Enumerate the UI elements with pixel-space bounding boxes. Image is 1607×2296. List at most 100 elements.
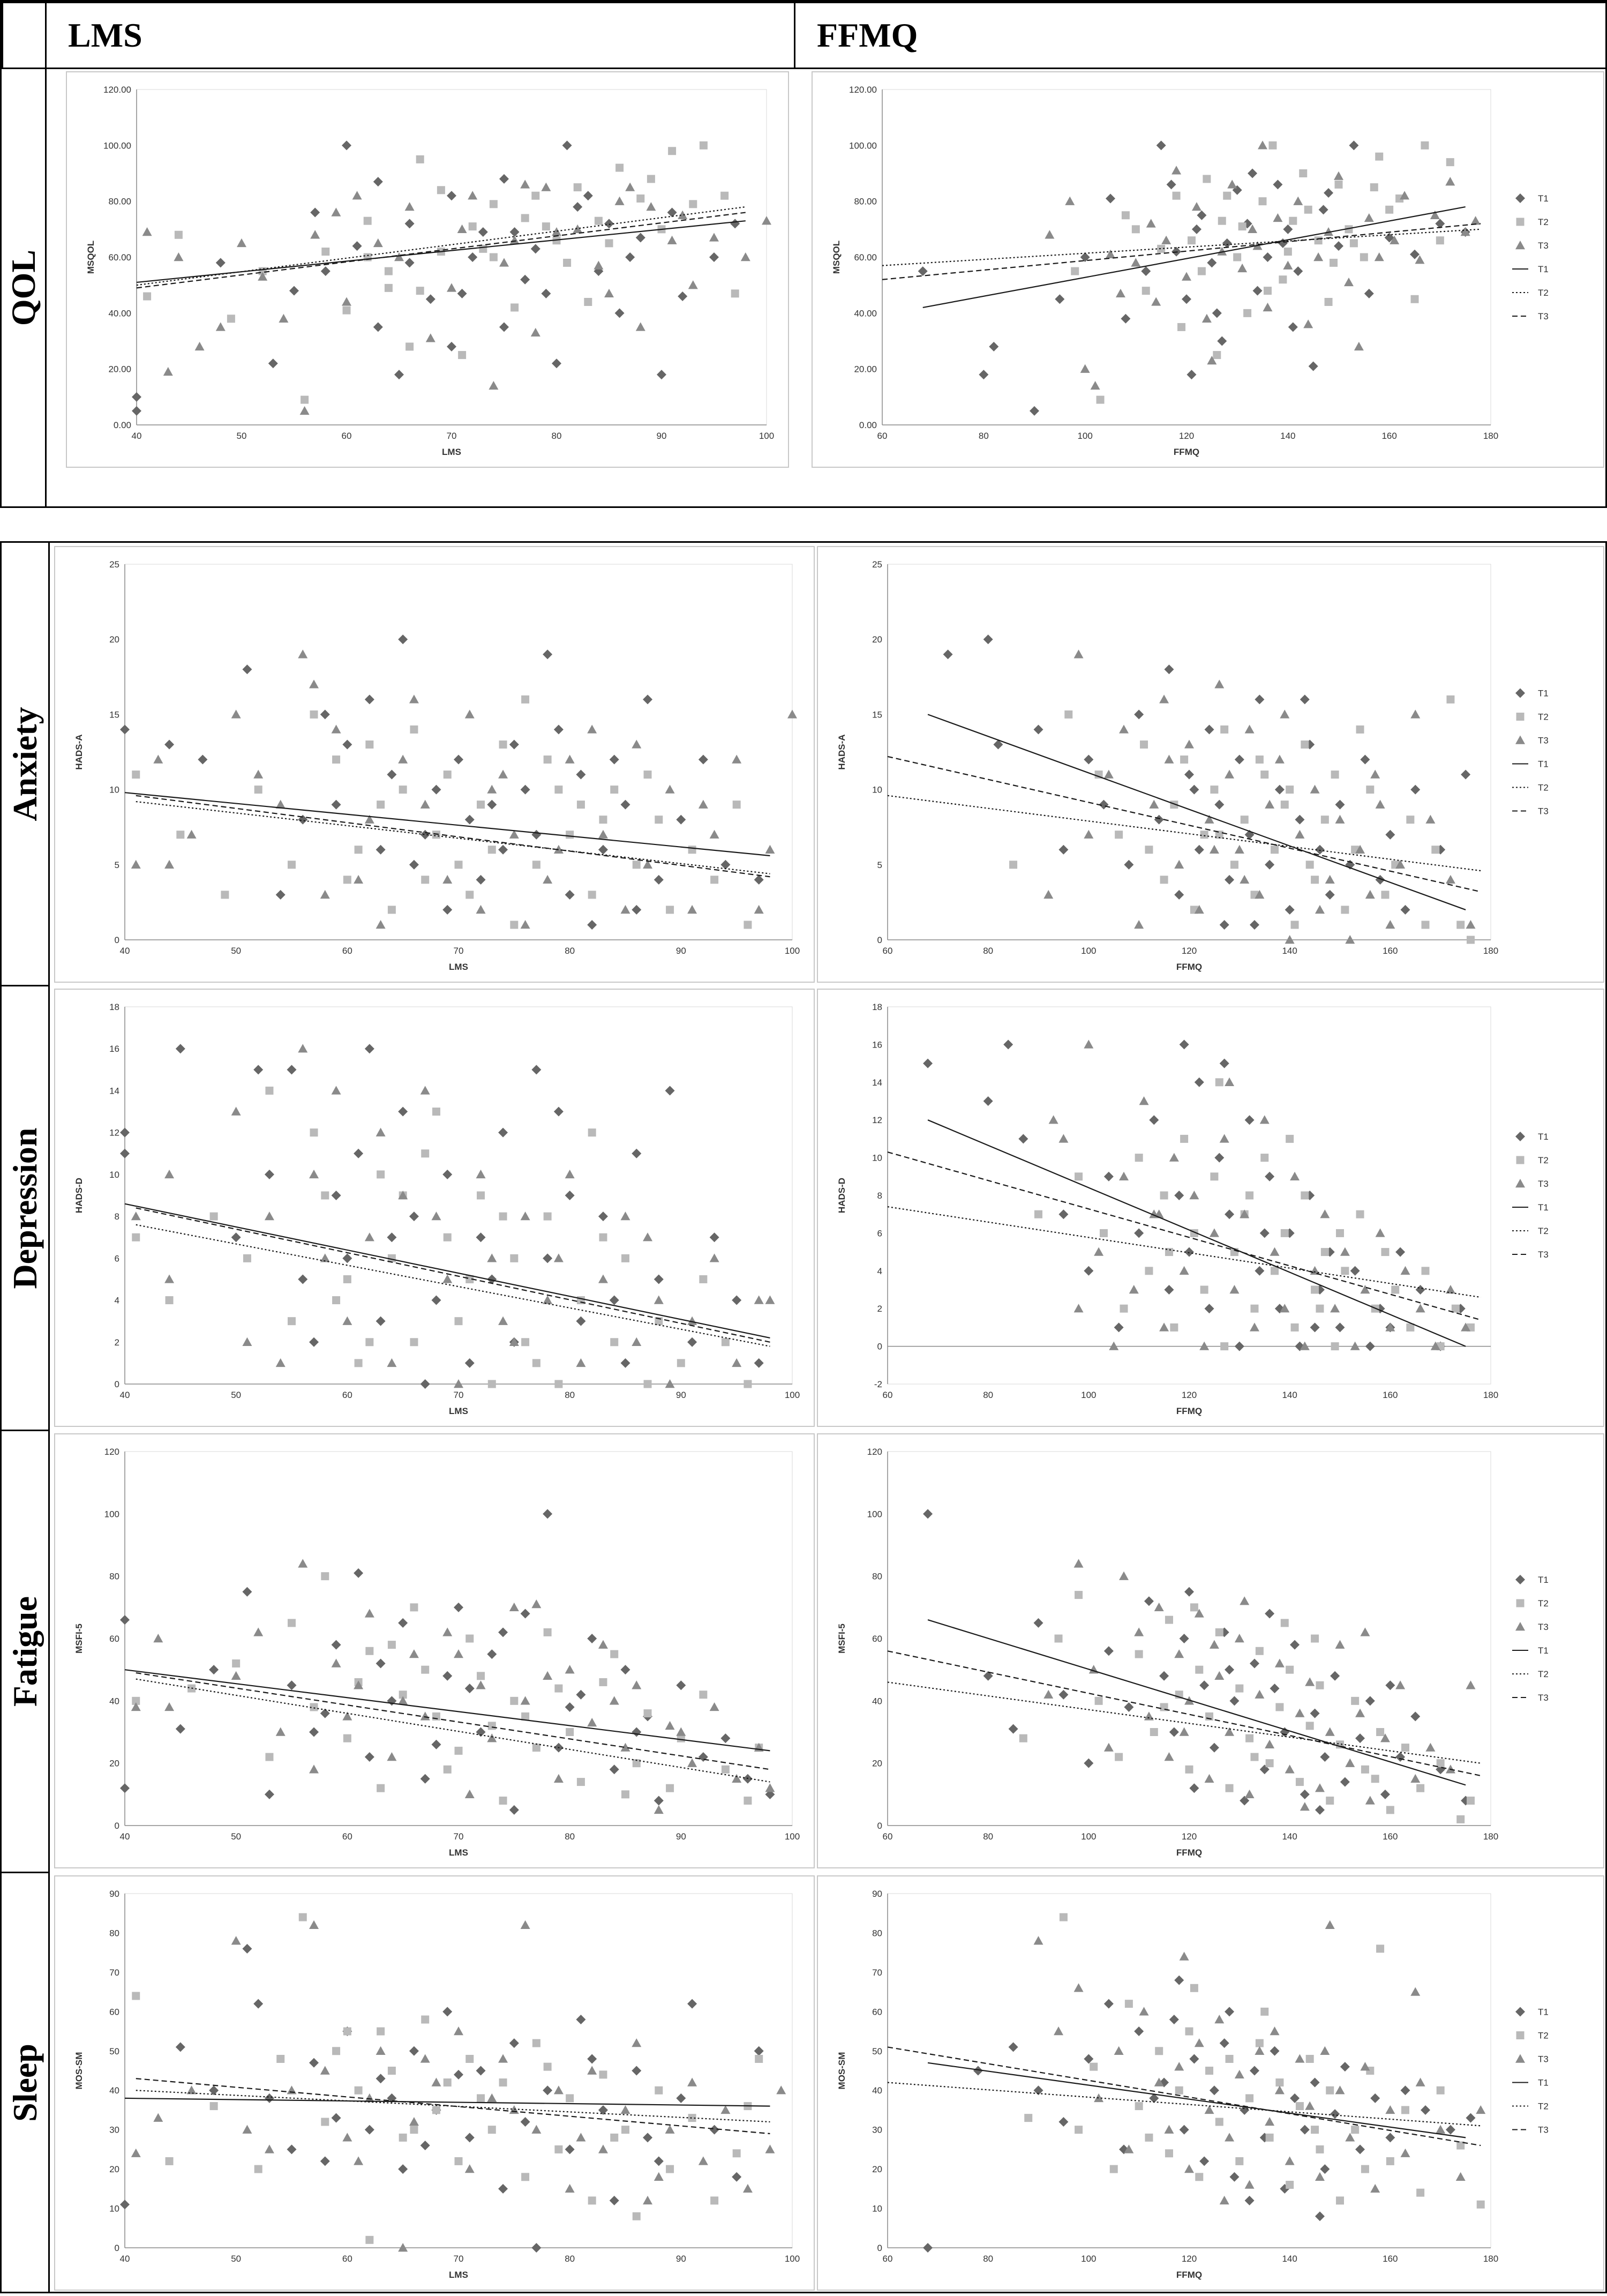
legend-label: T3 — [1538, 736, 1549, 746]
data-point-t1 — [1058, 1209, 1069, 1220]
data-point-t3 — [543, 874, 553, 884]
data-point-t2 — [1064, 710, 1073, 719]
data-point-t3 — [1300, 1802, 1310, 1811]
data-point-t2 — [1406, 1323, 1415, 1332]
data-point-t1 — [1033, 2085, 1043, 2096]
data-point-t2 — [1286, 786, 1294, 794]
data-point-t1 — [1033, 1618, 1043, 1628]
y-tick-label: 120.00 — [103, 85, 131, 95]
data-point-t2 — [1401, 1744, 1409, 1752]
data-point-t3 — [1325, 1727, 1335, 1736]
data-point-t3 — [1134, 1627, 1144, 1636]
data-point-t3 — [654, 1295, 664, 1304]
data-point-t2 — [465, 1275, 474, 1283]
data-point-t1 — [352, 241, 362, 251]
y-tick-label: 120 — [104, 1447, 119, 1457]
data-point-t1 — [625, 252, 635, 262]
y-tick-label: 5 — [115, 860, 119, 870]
data-point-t2 — [1180, 1134, 1189, 1143]
y-tick-label: 4 — [877, 1266, 882, 1276]
data-point-t3 — [231, 1671, 241, 1680]
data-point-t2 — [1349, 239, 1358, 248]
data-point-t2 — [1195, 1665, 1204, 1674]
data-point-t3 — [732, 1358, 742, 1367]
data-point-t3 — [1234, 844, 1244, 854]
data-point-t2 — [720, 191, 729, 200]
y-tick-label: 10 — [109, 1170, 119, 1180]
data-point-t1 — [1410, 784, 1421, 795]
data-point-t3 — [587, 724, 597, 734]
data-point-t1 — [309, 1337, 319, 1347]
legend-label: T1 — [1538, 2007, 1549, 2017]
data-point-t1 — [342, 1253, 352, 1263]
legend-label: T2 — [1538, 288, 1549, 298]
data-point-t2 — [1385, 205, 1394, 214]
data-point-t3 — [1119, 724, 1129, 734]
legend-label: T2 — [1538, 2101, 1549, 2112]
data-point-t3 — [687, 1758, 697, 1767]
data-point-t3 — [1094, 2093, 1104, 2103]
data-point-t1 — [457, 288, 467, 298]
data-point-t1 — [1058, 2116, 1069, 2127]
data-point-t1 — [754, 874, 764, 885]
data-point-t2 — [542, 222, 550, 231]
data-point-t3 — [1204, 1774, 1214, 1783]
legend-marker — [1515, 1179, 1525, 1188]
y-tick-label: 50 — [872, 2046, 882, 2056]
data-point-t2 — [363, 216, 372, 225]
data-point-t1 — [1410, 1711, 1421, 1722]
y-axis-title: HADS-A — [74, 734, 84, 769]
data-point-t2 — [421, 876, 430, 884]
series-t2 — [132, 1572, 763, 1805]
data-point-t1 — [1265, 1609, 1275, 1619]
data-point-t3 — [1084, 1039, 1094, 1049]
data-point-t2 — [132, 1992, 140, 2000]
data-point-t1 — [164, 739, 175, 750]
y-tick-label: 10 — [872, 1153, 882, 1163]
data-point-t1 — [354, 1568, 364, 1578]
x-tick-label: 80 — [565, 1831, 575, 1842]
legend-label: T1 — [1538, 1132, 1549, 1142]
data-point-t2 — [1305, 861, 1314, 869]
data-point-t3 — [576, 1358, 586, 1367]
data-point-t1 — [587, 919, 597, 930]
data-point-t3 — [194, 341, 205, 351]
x-tick-label: 70 — [454, 946, 464, 956]
data-point-t1 — [464, 814, 475, 825]
data-point-t3 — [364, 1232, 374, 1242]
data-point-t2 — [132, 771, 140, 779]
data-point-t3 — [299, 406, 310, 415]
data-point-t3 — [1124, 2144, 1134, 2153]
data-point-t3 — [342, 1316, 352, 1325]
data-point-t2 — [410, 1338, 418, 1347]
data-point-t3 — [1248, 224, 1258, 234]
data-point-t2 — [1124, 2000, 1133, 2008]
chart-fatigue-lms: 40 50 60 70 80 90 100 0 20 40 60 80 100 120 LMS MSFI-5 — [54, 1433, 815, 1868]
x-axis-title: LMS — [449, 2270, 468, 2280]
data-point-t1 — [420, 1774, 430, 1784]
data-point-t1 — [120, 1783, 130, 1793]
data-point-t1 — [409, 859, 419, 870]
data-point-t1 — [989, 341, 999, 351]
data-point-t1 — [1225, 874, 1235, 885]
data-point-t1 — [720, 859, 731, 870]
data-point-t1 — [198, 754, 208, 765]
trendline-t1-solid — [927, 714, 1466, 910]
data-point-t2 — [377, 1784, 385, 1792]
data-point-t1 — [654, 1274, 664, 1284]
y-tick-label: 12 — [109, 1128, 119, 1138]
qol-ffmq-svg: 60 80 100 120 140 160 180 0.00 20.00 40.00 60.00 80… — [831, 85, 1549, 457]
x-tick-label: 70 — [447, 431, 457, 441]
data-point-t1 — [331, 1640, 341, 1650]
y-tick-label: 100.00 — [103, 140, 131, 151]
data-point-t1 — [1194, 1077, 1204, 1087]
legend-marker — [1516, 218, 1525, 226]
data-point-t1 — [1106, 193, 1115, 204]
y-tick-label: 40 — [109, 2085, 119, 2096]
data-point-t3 — [1430, 1341, 1440, 1350]
data-point-t2 — [232, 1659, 241, 1668]
data-point-t1 — [354, 1148, 364, 1158]
data-point-t1 — [287, 2144, 297, 2155]
data-point-t1 — [1249, 919, 1259, 930]
data-point-t2 — [1416, 2188, 1425, 2197]
